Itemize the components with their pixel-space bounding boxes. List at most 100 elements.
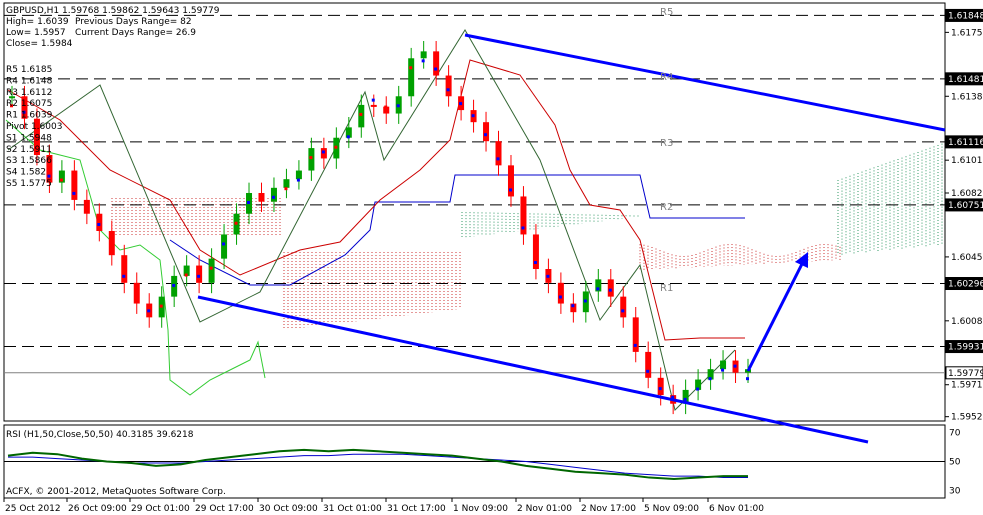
candle-body bbox=[133, 282, 140, 304]
lower-trendline[interactable] bbox=[197, 295, 869, 444]
candle-body bbox=[620, 296, 627, 318]
info-cur-range: Current Days Range= 26.9 bbox=[75, 28, 196, 38]
main-panel-frame bbox=[3, 2, 946, 422]
ichimoku-cloud bbox=[111, 143, 943, 330]
rsi-indicator: 70 50 30 bbox=[4, 428, 961, 497]
pivot-label: R3 1.6112 bbox=[6, 88, 52, 98]
candle-body bbox=[570, 303, 577, 313]
sar-dot bbox=[197, 274, 201, 278]
sar-dot bbox=[84, 205, 88, 209]
sar-dot bbox=[558, 295, 562, 299]
rsi-tick-label: 30 bbox=[949, 487, 961, 497]
sar-dot bbox=[122, 274, 126, 278]
pivot-label: S5 1.5775 bbox=[6, 179, 52, 189]
price-label-box bbox=[945, 198, 983, 212]
sar-dot bbox=[147, 309, 151, 313]
sar-dot bbox=[247, 201, 251, 204]
price-label: 1.61116 bbox=[948, 138, 983, 148]
price-label-box bbox=[945, 277, 983, 291]
candle-body bbox=[208, 258, 215, 283]
sar-dot bbox=[222, 242, 226, 246]
level-labels: R5 R4 R3 R2 R1 bbox=[660, 7, 673, 294]
price-tick-label: 1.59525 bbox=[951, 413, 983, 423]
candle-body bbox=[433, 51, 440, 76]
sar-dot bbox=[22, 110, 26, 114]
price-label-box bbox=[945, 366, 983, 380]
price-label-box bbox=[945, 340, 983, 354]
candle-body bbox=[507, 165, 514, 197]
info-prev-range: Previous Days Range= 82 bbox=[75, 17, 192, 27]
sar-dot bbox=[97, 223, 101, 226]
price-label-box bbox=[945, 135, 983, 149]
pivot-label: S3 1.5866 bbox=[6, 156, 52, 166]
time-tick-label: 1 Nov 09:00 bbox=[453, 504, 508, 514]
price-label: 1.60751 bbox=[948, 201, 983, 211]
rsi-tick-label: 70 bbox=[949, 428, 961, 438]
pivot-label: S4 1.582 bbox=[6, 168, 46, 178]
price-tick-label: 1.60820 bbox=[951, 189, 983, 199]
candle-body bbox=[96, 213, 103, 231]
price-label-box bbox=[945, 8, 983, 22]
sar-dot bbox=[359, 112, 363, 116]
sar-dot bbox=[658, 387, 662, 391]
info-high: High= 1.6039 bbox=[6, 17, 69, 27]
candle-body bbox=[9, 96, 15, 99]
pivot-label: R1 1.6039 bbox=[6, 111, 53, 121]
price-tick-label: 1.61750 bbox=[951, 28, 983, 38]
sar-dot bbox=[434, 67, 438, 71]
zigzag-line bbox=[7, 29, 736, 411]
candle-body bbox=[283, 179, 290, 188]
candle-body bbox=[196, 265, 203, 283]
price-tick-label: 1.60450 bbox=[951, 253, 983, 263]
time-tick-label: 26 Oct 09:00 bbox=[68, 504, 127, 514]
time-tick-label: 29 Oct 17:00 bbox=[195, 504, 254, 514]
sar-dot bbox=[533, 261, 537, 264]
info-panel: GBPUSD,H1 1.59768 1.59862 1.59643 1.5977… bbox=[6, 6, 220, 49]
level-label-r2: R2 bbox=[660, 202, 673, 213]
sar-dot bbox=[471, 114, 475, 118]
sar-dot bbox=[234, 221, 238, 225]
sar-dot bbox=[459, 102, 463, 106]
sar-dot bbox=[596, 287, 600, 291]
candle-body bbox=[295, 170, 302, 180]
info-close: Close= 1.5984 bbox=[6, 39, 73, 49]
sar-dot bbox=[172, 283, 176, 287]
candle-body bbox=[358, 104, 365, 128]
time-tick-label: 30 Oct 09:00 bbox=[259, 504, 318, 514]
candle-body bbox=[495, 141, 502, 166]
price-tick-label: 1.59710 bbox=[951, 381, 983, 391]
candle-body bbox=[657, 377, 664, 396]
sar-dot bbox=[608, 288, 612, 292]
rsi-line bbox=[7, 448, 748, 481]
sar-dot bbox=[109, 247, 113, 251]
candle-body bbox=[607, 279, 614, 297]
forecast-arrow-line[interactable] bbox=[746, 257, 807, 372]
sar-dot bbox=[746, 377, 749, 381]
candle-body bbox=[445, 75, 452, 97]
candle-body bbox=[532, 234, 539, 269]
sar-dot bbox=[47, 174, 51, 178]
price-label: 1.59931 bbox=[948, 343, 983, 353]
sar-dot bbox=[484, 133, 488, 137]
pivot-label: S2 1.5911 bbox=[6, 145, 52, 155]
info-symbol-line: GBPUSD,H1 1.59768 1.59862 1.59643 1.5977… bbox=[6, 6, 220, 16]
rsi-label: RSI (H1,50,Close,50,50) 40.3185 39.6218 bbox=[6, 430, 194, 440]
candle-body bbox=[408, 58, 415, 97]
upper-trendline[interactable] bbox=[464, 33, 946, 132]
sar-dot bbox=[683, 397, 687, 401]
candle-body bbox=[707, 369, 714, 380]
sar-dot bbox=[733, 364, 737, 368]
sar-dot bbox=[721, 368, 725, 372]
candle-body bbox=[270, 187, 277, 202]
forecast-arrow-head bbox=[795, 252, 808, 268]
sar-dot bbox=[621, 309, 625, 313]
level-label-r1: R1 bbox=[660, 283, 673, 294]
sar-dot bbox=[284, 187, 288, 191]
candle-body bbox=[383, 106, 390, 114]
sar-dot bbox=[271, 195, 275, 199]
time-tick-label: 2 Nov 17:00 bbox=[581, 504, 636, 514]
time-tick-label: 5 Nov 09:00 bbox=[644, 504, 699, 514]
